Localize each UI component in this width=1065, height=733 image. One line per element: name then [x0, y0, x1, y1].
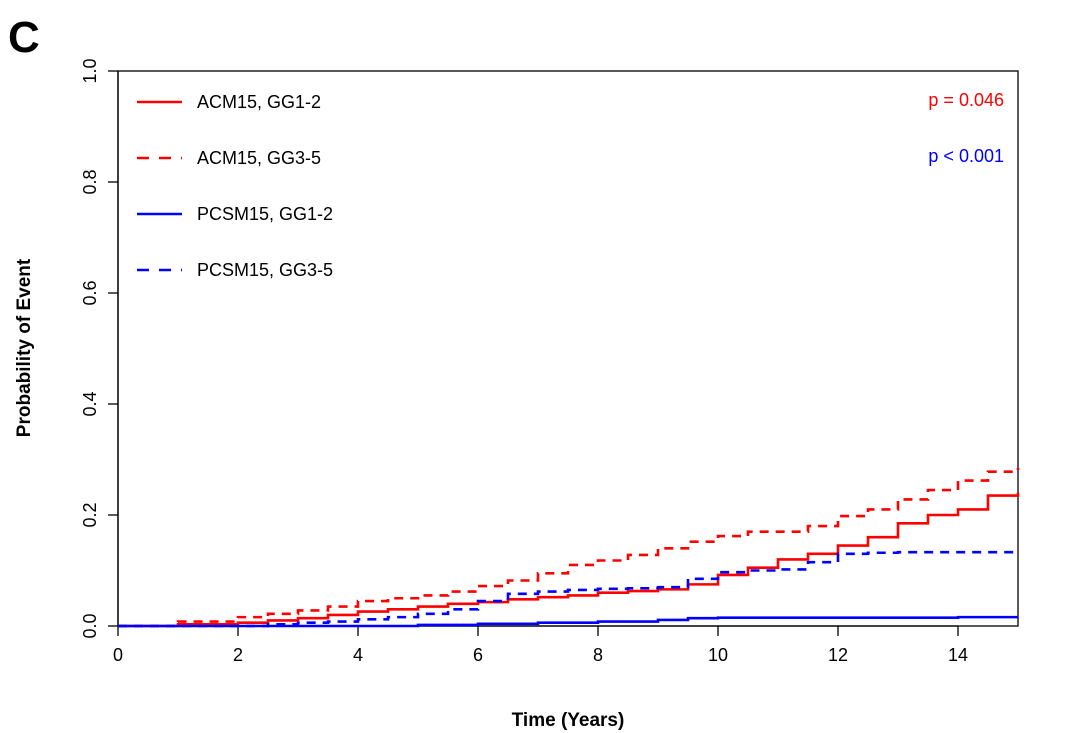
series-line-1	[118, 467, 1020, 628]
y-tick-label: 0.6	[80, 280, 100, 305]
x-tick-label: 10	[708, 645, 728, 665]
legend-label: ACM15, GG3-5	[197, 148, 321, 168]
x-tick-label: 2	[233, 645, 243, 665]
x-tick-label: 0	[113, 645, 123, 665]
x-tick-label: 12	[828, 645, 848, 665]
panel-label: C	[8, 13, 40, 62]
y-tick-label: 0.8	[80, 169, 100, 194]
annotations: p = 0.046 p < 0.001	[928, 90, 1004, 166]
x-tick-label: 4	[353, 645, 363, 665]
y-tick-label: 0.0	[80, 613, 100, 638]
series-line-3	[118, 550, 1018, 628]
series-layer	[118, 467, 1020, 628]
legend-label: PCSM15, GG1-2	[197, 204, 333, 224]
series-line-0	[118, 492, 1020, 628]
x-tick-label: 8	[593, 645, 603, 665]
y-tick-label: 0.4	[80, 391, 100, 416]
y-axis-label: Probability of Event	[14, 258, 35, 437]
y-tick-label: 1.0	[80, 58, 100, 83]
legend-label: ACM15, GG1-2	[197, 92, 321, 112]
x-tick-label: 6	[473, 645, 483, 665]
y-axis: 0.0 0.2 0.4 0.6 0.8 1.0	[80, 58, 119, 639]
y-tick-label: 0.2	[80, 502, 100, 527]
legend-label: PCSM15, GG3-5	[197, 260, 333, 280]
p-value-annotation: p = 0.046	[928, 90, 1004, 110]
x-axis-label: Time (Years)	[512, 710, 625, 731]
series-line-2	[118, 615, 1018, 628]
x-axis: 0 2 4 6 8 10 12 14	[113, 625, 968, 665]
x-tick-label: 14	[948, 645, 968, 665]
p-value-annotation: p < 0.001	[928, 146, 1004, 166]
legend: ACM15, GG1-2 ACM15, GG3-5 PCSM15, GG1-2 PCS…	[137, 92, 333, 280]
